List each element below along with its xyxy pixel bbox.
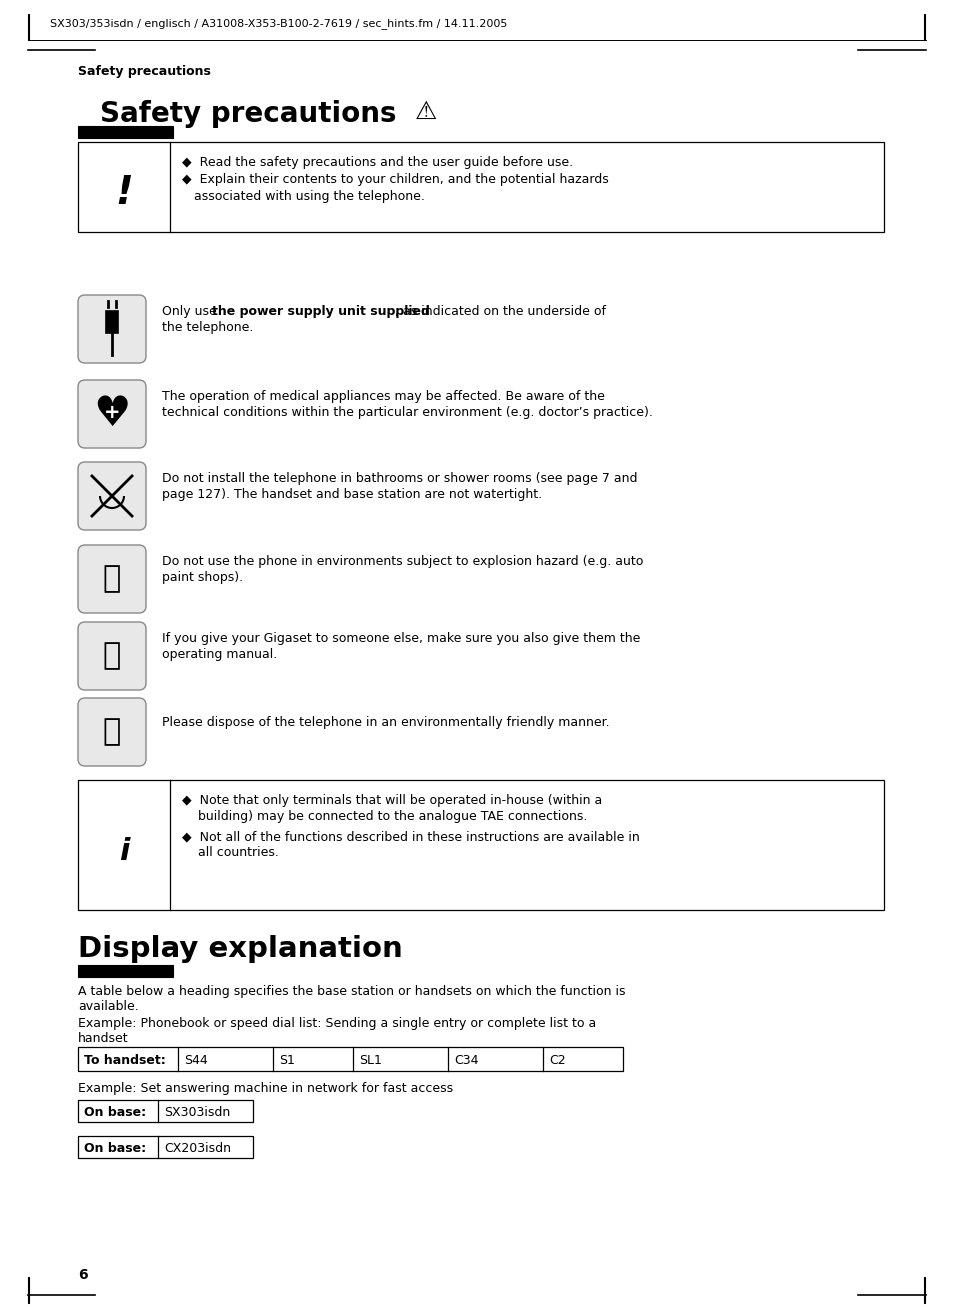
Text: Example: Phonebook or speed dial list: Sending a single entry or complete list t: Example: Phonebook or speed dial list: S… (78, 1017, 596, 1030)
Text: ◆  Not all of the functions described in these instructions are available in: ◆ Not all of the functions described in … (182, 830, 639, 843)
FancyBboxPatch shape (78, 461, 146, 531)
Text: The operation of medical appliances may be affected. Be aware of the: The operation of medical appliances may … (162, 389, 604, 403)
Text: On base:: On base: (84, 1106, 146, 1119)
Bar (78, 780, 883, 910)
Bar (78, 1047, 622, 1070)
Bar (923, 14, 924, 41)
Text: Safety precautions: Safety precautions (78, 65, 211, 78)
Text: Please dispose of the telephone in an environmentally friendly manner.: Please dispose of the telephone in an en… (162, 716, 609, 729)
Text: ◆  Explain their contents to your children, and the potential hazards: ◆ Explain their contents to your childre… (182, 173, 608, 186)
Bar (28, 1277, 30, 1303)
Text: paint shops).: paint shops). (162, 571, 243, 584)
Text: Do not install the telephone in bathrooms or shower rooms (see page 7 and: Do not install the telephone in bathroom… (162, 472, 637, 485)
Text: Display explanation: Display explanation (78, 935, 402, 963)
Text: SX303/353isdn / englisch / A31008-X353-B100-2-7619 / sec_hints.fm / 14.11.2005: SX303/353isdn / englisch / A31008-X353-B… (50, 18, 507, 29)
Text: SX303isdn: SX303isdn (164, 1106, 230, 1119)
Text: Only use: Only use (162, 305, 220, 318)
Text: C2: C2 (548, 1053, 565, 1067)
Text: 🔥: 🔥 (103, 565, 121, 593)
Text: associated with using the telephone.: associated with using the telephone. (182, 190, 424, 203)
Text: operating manual.: operating manual. (162, 648, 277, 661)
Bar (78, 125, 172, 139)
Text: all countries.: all countries. (182, 846, 278, 859)
Text: available.: available. (78, 1000, 138, 1013)
Text: handset: handset (78, 1033, 129, 1046)
Text: !: ! (115, 174, 132, 212)
Text: ◆  Read the safety precautions and the user guide before use.: ◆ Read the safety precautions and the us… (182, 156, 573, 169)
Text: C34: C34 (454, 1053, 478, 1067)
Text: SL1: SL1 (358, 1053, 381, 1067)
Text: Example: Set answering machine in network for fast access: Example: Set answering machine in networ… (78, 1082, 453, 1095)
Bar (78, 1100, 253, 1121)
Text: page 127). The handset and base station are not watertight.: page 127). The handset and base station … (162, 488, 541, 501)
Text: On base:: On base: (84, 1142, 146, 1155)
Text: i: i (118, 836, 129, 865)
Bar (78, 1136, 253, 1158)
Text: A table below a heading specifies the base station or handsets on which the func: A table below a heading specifies the ba… (78, 985, 625, 999)
FancyBboxPatch shape (78, 698, 146, 766)
Text: S44: S44 (184, 1053, 208, 1067)
Bar (28, 14, 30, 41)
Text: ⚠: ⚠ (415, 101, 436, 124)
Text: the telephone.: the telephone. (162, 322, 253, 335)
FancyBboxPatch shape (78, 622, 146, 690)
Text: the power supply unit supplied: the power supply unit supplied (212, 305, 430, 318)
Text: +: + (104, 404, 120, 422)
Bar (106, 311, 118, 333)
FancyBboxPatch shape (78, 545, 146, 613)
Text: If you give your Gigaset to someone else, make sure you also give them the: If you give your Gigaset to someone else… (162, 633, 639, 644)
FancyBboxPatch shape (78, 295, 146, 363)
Text: Do not use the phone in environments subject to explosion hazard (e.g. auto: Do not use the phone in environments sub… (162, 555, 642, 569)
Text: technical conditions within the particular environment (e.g. doctor’s practice).: technical conditions within the particul… (162, 406, 652, 420)
Text: S1: S1 (278, 1053, 294, 1067)
Text: ♥: ♥ (93, 393, 131, 435)
Text: 🗑: 🗑 (103, 718, 121, 746)
Text: , as indicated on the underside of: , as indicated on the underside of (395, 305, 605, 318)
Text: CX203isdn: CX203isdn (164, 1142, 231, 1155)
Bar (78, 965, 172, 978)
Text: 6: 6 (78, 1268, 88, 1282)
Text: Safety precautions: Safety precautions (100, 101, 406, 128)
Text: building) may be connected to the analogue TAE connections.: building) may be connected to the analog… (182, 810, 587, 823)
Text: To handset:: To handset: (84, 1053, 166, 1067)
FancyBboxPatch shape (78, 380, 146, 448)
Text: 📖: 📖 (103, 642, 121, 670)
Bar (78, 142, 883, 233)
Bar (923, 1277, 924, 1303)
Text: ◆  Note that only terminals that will be operated in-house (within a: ◆ Note that only terminals that will be … (182, 793, 601, 806)
